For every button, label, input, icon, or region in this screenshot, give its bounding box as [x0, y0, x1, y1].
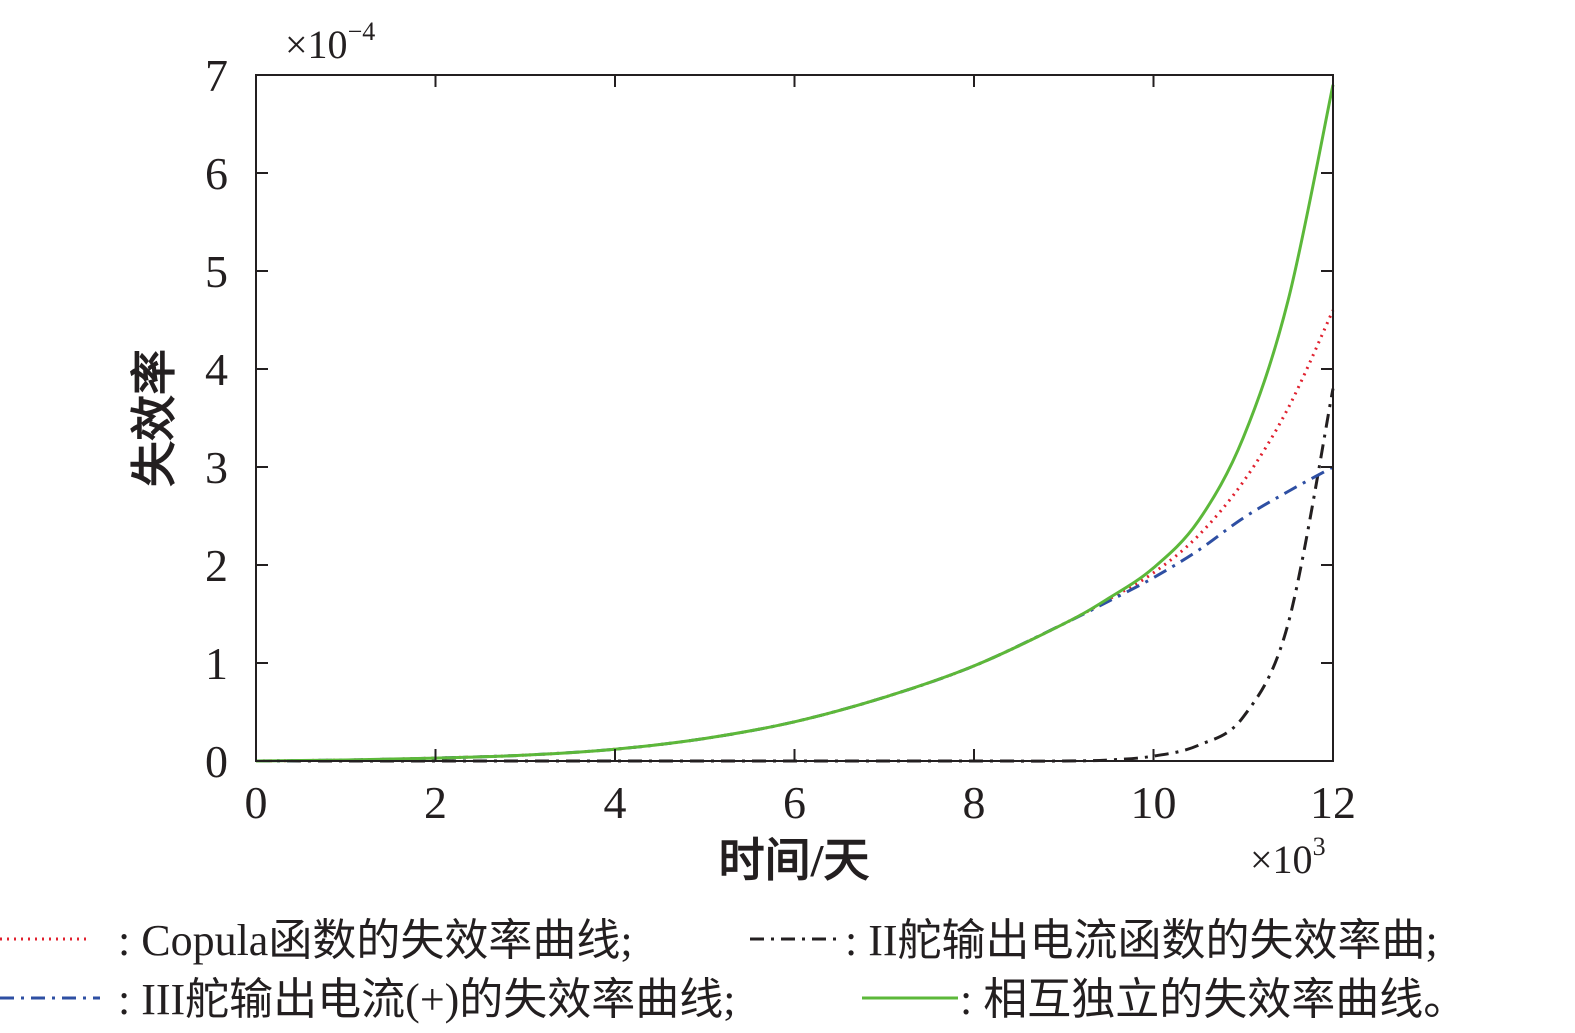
x-multiplier-exponent: 3 [1313, 832, 1326, 861]
series-line-iii-rudder [255, 465, 1334, 763]
y-tick-label: 5 [205, 246, 228, 297]
x-tick-label: 0 [245, 777, 268, 828]
y-tick-label: 1 [205, 638, 228, 689]
legend-label-ii-rudder: : II舵输出电流函数的失效率曲; [845, 916, 1438, 965]
y-multiplier-exponent: −4 [348, 17, 376, 46]
x-tick-label: 4 [604, 777, 627, 828]
y-tick-label: 2 [205, 540, 228, 591]
plot-frame [255, 74, 1334, 762]
y-multiplier: ×10−4 [285, 17, 375, 67]
series-line-copula [255, 309, 1335, 763]
legend-label-copula: : Copula函数的失效率曲线; [118, 916, 633, 965]
y-tick-label: 0 [205, 736, 228, 787]
x-tick-label: 6 [783, 777, 806, 828]
x-tick-label: 2 [424, 777, 447, 828]
legend-label-independent: : 相互独立的失效率曲线。 [960, 975, 1467, 1024]
x-axis-title: 时间/天 [719, 835, 870, 886]
y-axis-title: 失效率 [129, 349, 180, 487]
legend-label-iii-rudder: : III舵输出电流(+)的失效率曲线; [118, 975, 736, 1024]
y-tick-label: 4 [205, 344, 228, 395]
x-tick-label: 8 [963, 777, 986, 828]
series-layer [255, 84, 1335, 763]
legend: : Copula函数的失效率曲线; : II舵输出电流函数的失效率曲; : II… [0, 916, 1467, 1024]
x-multiplier: ×103 [1250, 832, 1326, 882]
x-tick-label: 12 [1310, 777, 1356, 828]
series-line-independent [255, 84, 1335, 763]
series-line-ii-rudder [256, 388, 1335, 763]
y-tick-label: 6 [205, 148, 228, 199]
y-tick-label: 3 [205, 442, 228, 493]
x-tick-label: 10 [1131, 777, 1177, 828]
y-tick-label: 7 [205, 50, 228, 101]
